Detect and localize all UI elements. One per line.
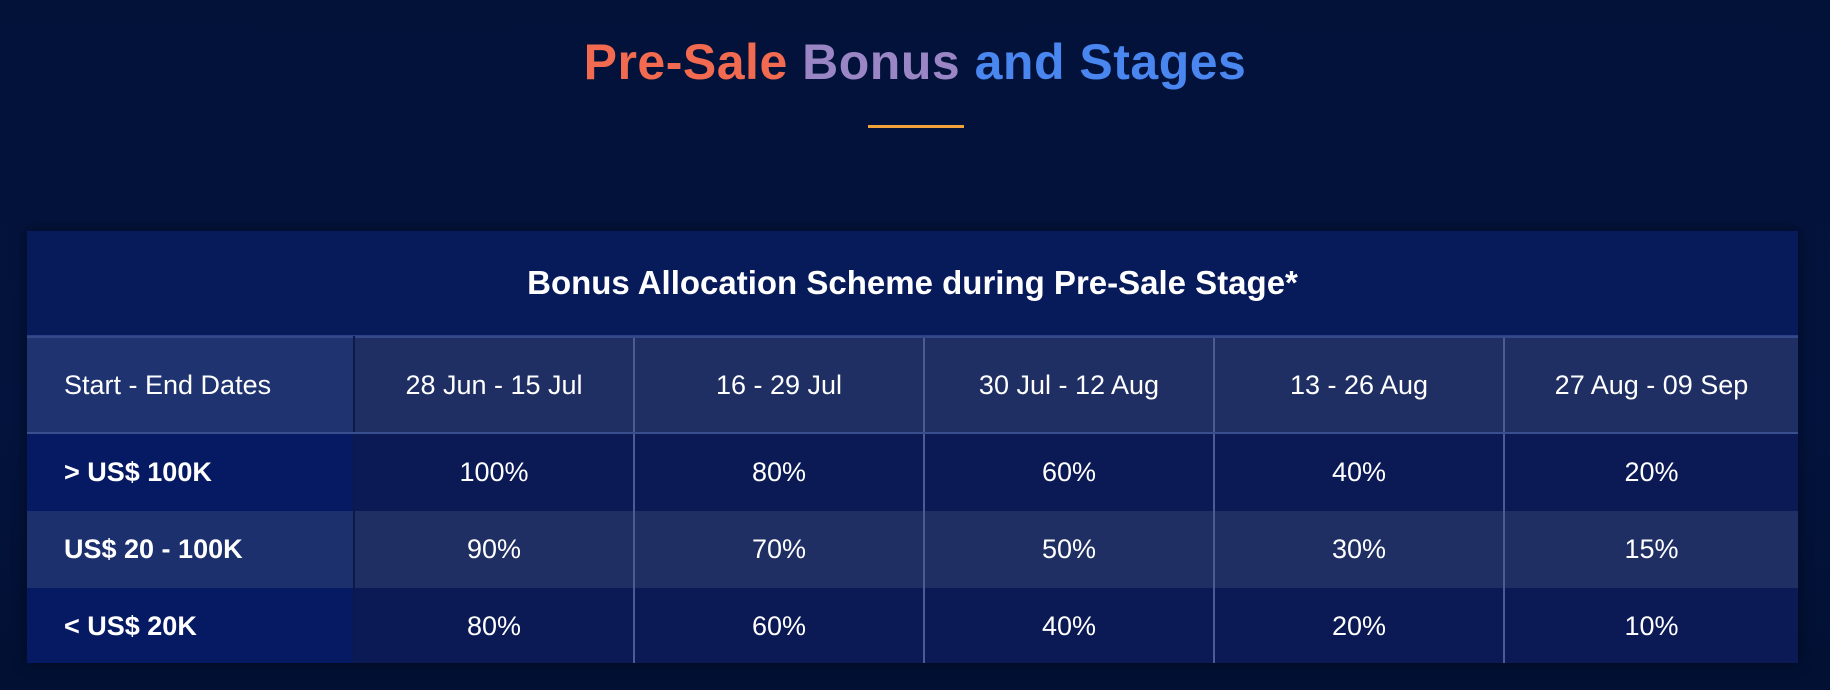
column-header-dates: Start - End Dates [27,336,355,434]
table-row: > US$ 100K 100% 80% 60% 40% 20% [27,433,1798,511]
column-header: 28 Jun - 15 Jul [353,336,634,434]
table-row: US$ 20 - 100K 90% 70% 50% 30% 15% [27,511,1798,588]
page-title-part-presale: Pre-Sale [583,34,788,90]
table-cell: 20% [1213,588,1504,663]
table-cell: 15% [1503,511,1798,588]
table-cell: 30% [1213,511,1504,588]
table-caption: Bonus Allocation Scheme during Pre-Sale … [27,231,1798,336]
page-title-part-stages: and Stages [974,34,1247,90]
table-cell: 90% [353,511,634,588]
column-header: 13 - 26 Aug [1213,336,1504,434]
table-cell: 70% [633,511,924,588]
table-cell: 60% [923,433,1214,511]
bonus-table-card: Bonus Allocation Scheme during Pre-Sale … [27,231,1798,663]
column-header: 16 - 29 Jul [633,336,924,434]
page-title-part-bonus: Bonus [802,34,961,90]
row-label: < US$ 20K [27,588,355,663]
table-cell: 10% [1503,588,1798,663]
row-label: > US$ 100K [27,433,355,511]
row-label: US$ 20 - 100K [27,511,355,588]
page-title: Pre-Sale Bonus and Stages [0,32,1830,92]
table-cell: 20% [1503,433,1798,511]
table-cell: 80% [633,433,924,511]
table-cell: 40% [1213,433,1504,511]
column-header: 30 Jul - 12 Aug [923,336,1214,434]
title-underline [868,125,964,128]
table-cell: 60% [633,588,924,663]
column-header: 27 Aug - 09 Sep [1503,336,1798,434]
table-row: < US$ 20K 80% 60% 40% 20% 10% [27,588,1798,663]
table-cell: 50% [923,511,1214,588]
table-header-row: Start - End Dates 28 Jun - 15 Jul 16 - 2… [27,336,1798,434]
table-cell: 40% [923,588,1214,663]
table-cell: 100% [353,433,634,511]
table-cell: 80% [353,588,634,663]
bonus-allocation-table: Start - End Dates 28 Jun - 15 Jul 16 - 2… [27,336,1798,663]
